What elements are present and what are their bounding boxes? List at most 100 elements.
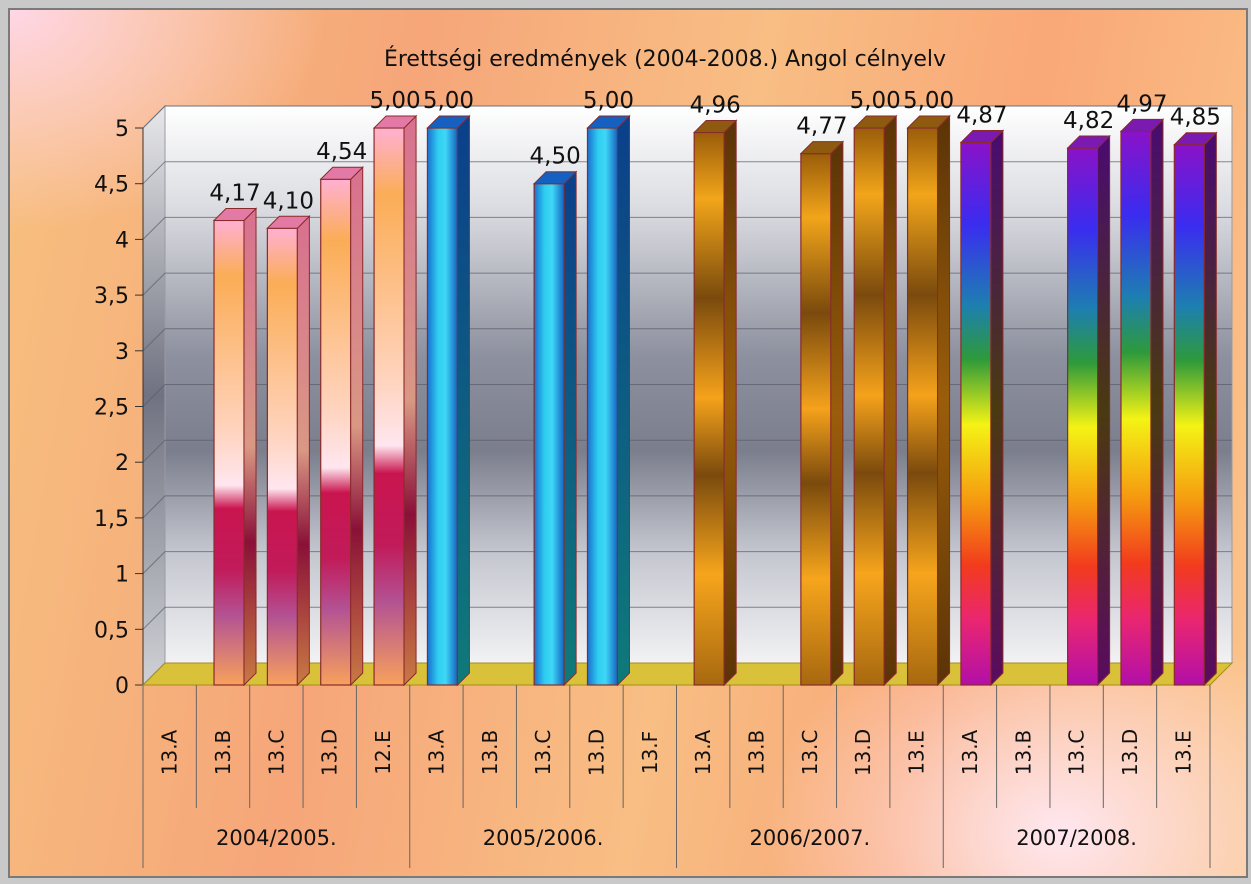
- bar: [533, 183, 565, 686]
- bar-side: [403, 114, 417, 687]
- bar: [853, 127, 885, 686]
- bar-top: [372, 115, 418, 129]
- bar: [800, 153, 832, 686]
- data-label: 4,50: [530, 144, 581, 170]
- category-label: 13.D: [1118, 729, 1142, 776]
- bar: [373, 127, 405, 686]
- data-label: 5,00: [423, 88, 474, 114]
- data-label: 4,54: [316, 139, 367, 165]
- bar-side: [243, 207, 257, 687]
- data-label: 5,00: [369, 88, 420, 114]
- category-label: 13.B: [1011, 730, 1035, 776]
- category-label: 13.D: [851, 729, 875, 776]
- chart-title: Érettségi eredmények (2004-2008.) Angol …: [384, 46, 946, 72]
- y-tick-label: 0,5: [94, 618, 129, 643]
- bar-top: [1066, 135, 1111, 149]
- data-label: 4,10: [263, 188, 314, 214]
- bar-side: [563, 170, 577, 687]
- y-tick-label: 2,5: [94, 396, 129, 421]
- y-tick-label: 4,5: [94, 173, 129, 198]
- y-tick-label: 3: [115, 340, 129, 365]
- data-label: 5,00: [903, 88, 954, 114]
- bar-side: [1097, 134, 1111, 687]
- gridline: [142, 105, 1232, 129]
- data-label: 4,96: [690, 92, 741, 118]
- group-label: 2006/2007.: [750, 826, 871, 850]
- category-label: 13.B: [478, 730, 502, 776]
- data-label: 4,82: [1063, 108, 1114, 134]
- bar: [426, 127, 459, 686]
- bar-side: [456, 114, 470, 687]
- bar-side: [1150, 118, 1164, 687]
- y-tick-label: 2: [115, 451, 129, 476]
- bar-top: [1119, 118, 1165, 132]
- bar-side: [296, 215, 310, 687]
- bar-side: [350, 166, 364, 687]
- y-axis: 0 0,5 1 1,5 2 2,5 3 3,5 4 4,5 5: [94, 117, 144, 699]
- bar: [213, 219, 245, 686]
- data-label: 5,00: [850, 88, 901, 114]
- category-label: 13.A: [158, 729, 182, 775]
- bar-side: [937, 114, 951, 687]
- category-label: 13.A: [958, 729, 982, 775]
- bar: [266, 227, 298, 686]
- y-tick-label: 1,5: [94, 507, 129, 532]
- category-label: 12.E: [371, 730, 395, 774]
- bar: [1067, 147, 1099, 686]
- category-label: 13.B: [211, 730, 235, 776]
- bar-top: [586, 115, 631, 129]
- category-label: 13.A: [691, 729, 715, 775]
- bar-top: [266, 215, 311, 229]
- bar-side: [990, 129, 1004, 687]
- category-label: 13.C: [798, 730, 822, 776]
- bar: [960, 141, 992, 686]
- bar-top: [1173, 132, 1218, 146]
- group-label: 2005/2006.: [483, 826, 604, 850]
- bar-top: [212, 207, 258, 221]
- category-label: 13.C: [1065, 730, 1089, 776]
- bar: [320, 178, 352, 686]
- bar: [693, 131, 725, 686]
- bar-side: [616, 114, 630, 687]
- category-label: 13.A: [424, 729, 448, 775]
- category-label: 13.E: [1171, 730, 1195, 774]
- bar-side: [1203, 131, 1217, 687]
- bar-side: [883, 114, 897, 687]
- bar-top: [426, 115, 471, 129]
- group-label: 2007/2008.: [1016, 826, 1137, 850]
- category-label: 13.E: [905, 730, 929, 774]
- data-label: 4,87: [956, 102, 1007, 128]
- bar-top: [853, 115, 898, 129]
- x-axis: 13.A 13.B 13.C 13.D 12.E 13.A 13.B 13.C 13.D 13.F…: [142, 685, 1211, 868]
- group-label: 2004/2005.: [216, 826, 337, 850]
- category-label: 13.B: [745, 730, 769, 776]
- y-tick-label: 5: [115, 117, 129, 142]
- category-label: 13.C: [531, 730, 555, 776]
- bar: [586, 127, 619, 686]
- bars: [212, 114, 1218, 687]
- bar-top: [532, 171, 578, 185]
- bar-top: [692, 119, 738, 133]
- data-label: 4,77: [796, 114, 847, 140]
- chart-frame: Érettségi eredmények (2004-2008.) Angol …: [8, 8, 1248, 878]
- y-tick-label: 0: [115, 674, 129, 699]
- data-label: 4,85: [1170, 105, 1221, 131]
- category-label: 13.D: [584, 729, 608, 776]
- bar-side: [830, 140, 844, 687]
- category-label: 13.D: [318, 729, 342, 776]
- bar: [1120, 130, 1152, 686]
- bar-top: [959, 129, 1005, 143]
- data-label: 5,00: [583, 88, 634, 114]
- bar-top: [799, 141, 845, 155]
- data-labels: 4,17 4,104,545,00 5,004,505,00 4,964,775,00…: [209, 88, 1221, 214]
- bar-top: [319, 166, 364, 180]
- data-label: 4,97: [1116, 91, 1167, 117]
- y-tick-label: 4: [115, 228, 129, 253]
- data-label: 4,17: [209, 180, 260, 206]
- bar-side: [723, 119, 737, 687]
- bar-chart: Érettségi eredmények (2004-2008.) Angol …: [94, 46, 1234, 868]
- y-tick-label: 1: [115, 563, 129, 588]
- category-label: 13.C: [264, 730, 288, 776]
- bar: [1173, 144, 1205, 686]
- y-tick-label: 3,5: [94, 284, 129, 309]
